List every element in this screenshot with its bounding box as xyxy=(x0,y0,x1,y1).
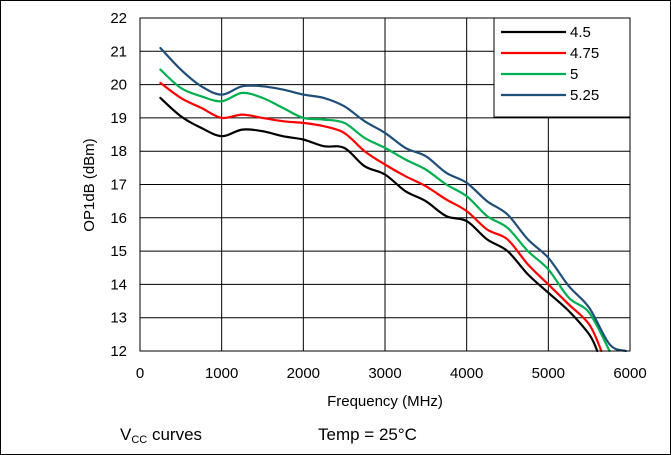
vcc-curves-caption: VCC curves xyxy=(120,425,202,446)
series-line-5 xyxy=(159,68,611,353)
y-tick-label: 18 xyxy=(110,143,127,160)
x-tick-label: 5000 xyxy=(532,365,565,382)
legend-label: 5 xyxy=(570,66,578,83)
y-tick-label: 21 xyxy=(110,43,127,60)
x-axis-label: Frequency (MHz) xyxy=(327,393,443,410)
plot-area-border xyxy=(139,17,631,352)
y-tick-label: 13 xyxy=(110,310,127,327)
y-tick-label: 16 xyxy=(110,210,127,227)
series-line-4-75 xyxy=(159,81,603,353)
legend-box xyxy=(493,17,631,118)
vcc-caption-v: V xyxy=(120,425,132,444)
y-tick-label: 20 xyxy=(110,77,127,94)
x-tick-label: 0 xyxy=(136,365,144,382)
x-tick-label: 3000 xyxy=(368,365,401,382)
series-line-4-5 xyxy=(159,96,599,353)
legend-label: 4.75 xyxy=(570,45,599,62)
series-layer xyxy=(159,46,627,353)
legend: 4.5 4.75 5 5.25 xyxy=(493,17,631,118)
x-tick-label: 1000 xyxy=(205,365,238,382)
vcc-caption-suffix: curves xyxy=(147,425,203,444)
y-tick-label: 19 xyxy=(110,110,127,127)
x-tick-label: 6000 xyxy=(613,365,646,382)
legend-label: 4.5 xyxy=(570,24,591,41)
y-tick-labels: 12 13 14 15 16 17 18 19 20 21 22 xyxy=(110,10,127,360)
y-tick-label: 15 xyxy=(110,243,127,260)
y-tick-label: 17 xyxy=(110,177,127,194)
x-tick-label: 2000 xyxy=(287,365,320,382)
y-tick-label: 22 xyxy=(110,10,127,27)
y-tick-label: 12 xyxy=(110,343,127,360)
series-line-5-25 xyxy=(159,46,627,353)
x-tick-labels: 0 1000 2000 3000 4000 5000 6000 xyxy=(136,365,647,382)
temperature-caption: Temp = 25°C xyxy=(318,425,417,444)
y-tick-label: 14 xyxy=(110,276,127,293)
x-tick-label: 4000 xyxy=(450,365,483,382)
y-axis-label: OP1dB (dBm) xyxy=(81,138,98,231)
legend-label: 5.25 xyxy=(570,87,599,104)
vcc-caption-subscript: CC xyxy=(131,434,148,446)
